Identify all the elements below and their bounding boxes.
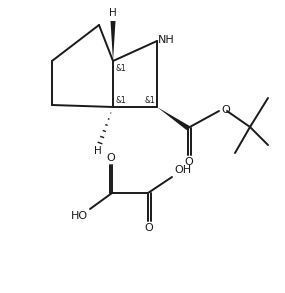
Text: O: O xyxy=(144,223,153,233)
Text: &1: &1 xyxy=(144,96,155,105)
Text: NH: NH xyxy=(158,35,175,45)
Text: O: O xyxy=(221,105,230,115)
Polygon shape xyxy=(111,21,115,61)
Text: H: H xyxy=(94,146,102,156)
Text: H: H xyxy=(109,8,117,18)
Text: O: O xyxy=(185,157,194,167)
Text: O: O xyxy=(107,153,115,163)
Polygon shape xyxy=(157,107,190,130)
Text: &1: &1 xyxy=(115,96,126,105)
Text: &1: &1 xyxy=(115,64,126,73)
Text: HO: HO xyxy=(71,211,88,221)
Text: OH: OH xyxy=(174,165,191,175)
